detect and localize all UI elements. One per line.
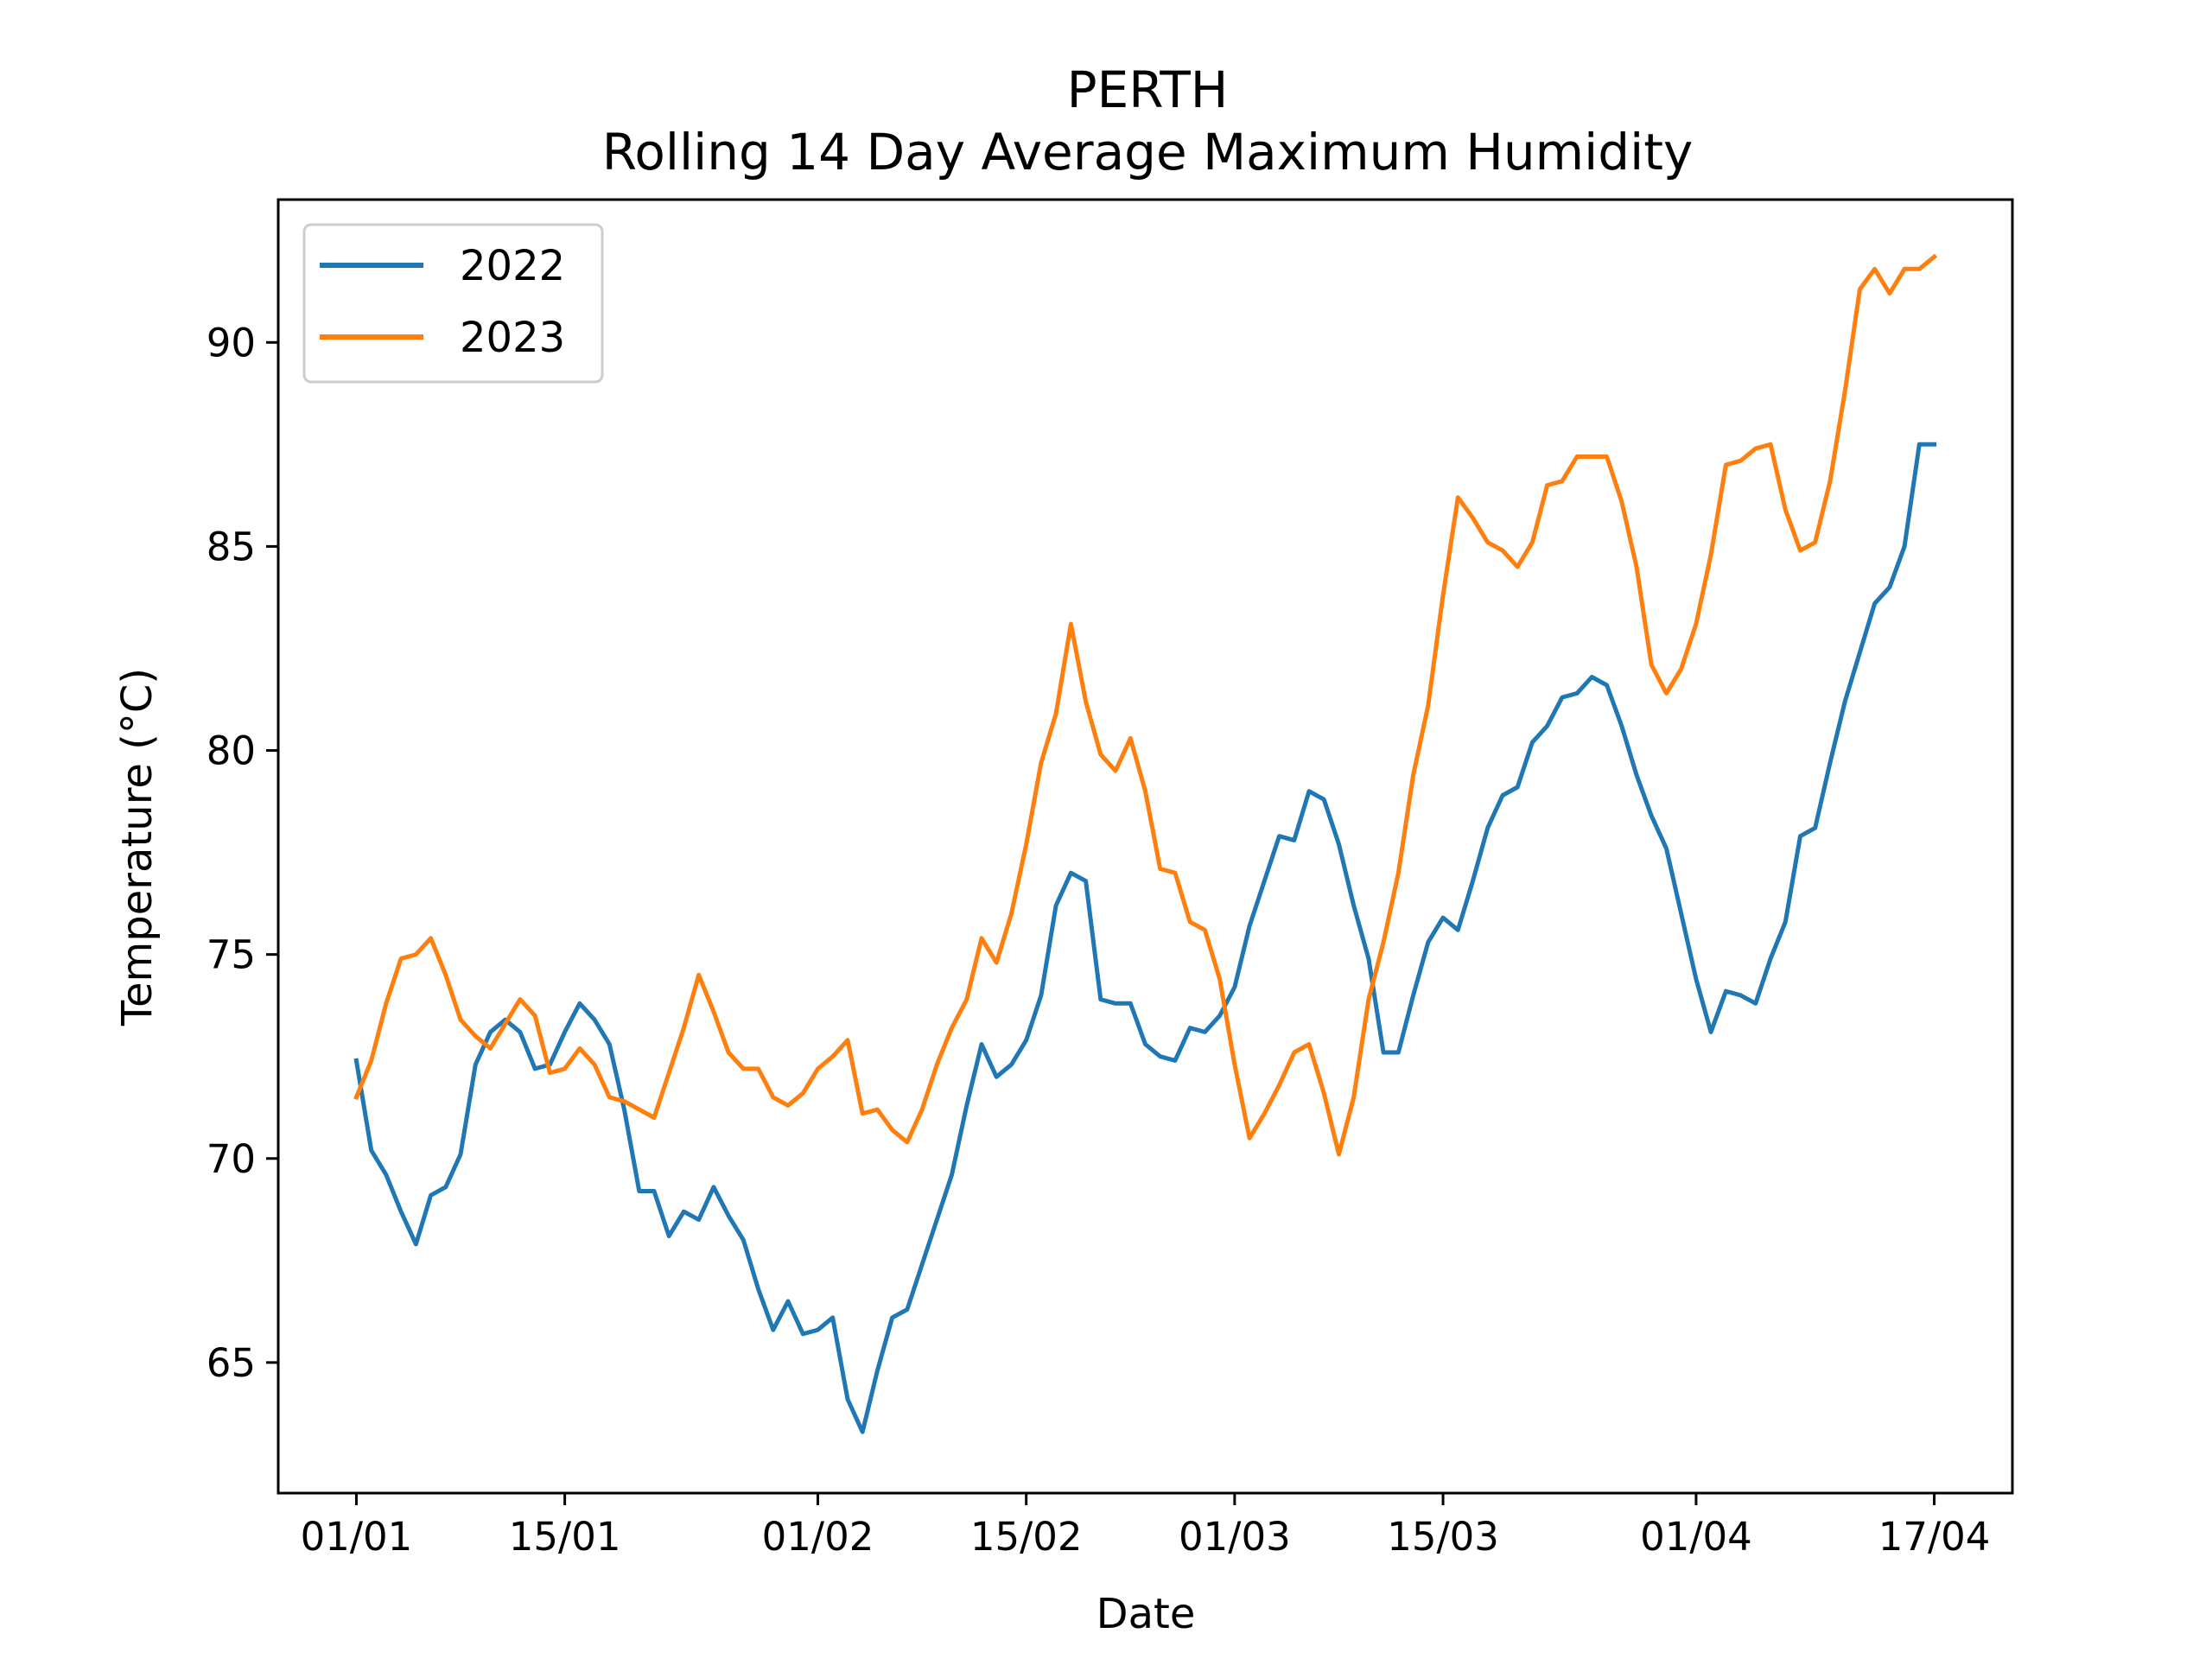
legend: 2022 2023 xyxy=(302,223,604,384)
chart-title: PERTH xyxy=(1067,60,1229,119)
y-tick-label: 65 xyxy=(207,1340,256,1386)
series-layer xyxy=(353,253,1938,1434)
y-tick-label: 90 xyxy=(207,320,256,365)
x-tick-label: 15/01 xyxy=(509,1514,621,1560)
y-tick-label: 70 xyxy=(207,1136,256,1182)
x-tick-label: 01/01 xyxy=(301,1514,413,1560)
x-tick-label: 15/03 xyxy=(1387,1514,1499,1560)
x-axis-label: Date xyxy=(1096,1590,1196,1638)
legend-label-2023: 2023 xyxy=(460,314,565,362)
y-tick-label: 80 xyxy=(207,728,256,774)
y-tick-label: 75 xyxy=(207,932,256,978)
x-tick-label: 01/04 xyxy=(1640,1514,1752,1560)
legend-label-2022: 2022 xyxy=(460,242,565,290)
plot-frame xyxy=(276,198,2014,1495)
ticks-layer: 01/01 15/01 01/02 15/02 01/03 15/03 01/04 17/04… xyxy=(207,320,1991,1560)
y-axis-label: Temperature (°C) xyxy=(113,668,162,1027)
x-tick-label: 01/03 xyxy=(1179,1514,1291,1560)
x-tick-label: 15/02 xyxy=(970,1514,1083,1560)
x-tick-label: 17/04 xyxy=(1878,1514,1991,1560)
chart-subtitle: Rolling 14 Day Average Maximum Humidity xyxy=(602,123,1694,181)
series-line-2023 xyxy=(353,253,1938,1157)
y-tick-label: 85 xyxy=(207,524,256,569)
x-tick-label: 01/02 xyxy=(762,1514,874,1560)
series-line-2022 xyxy=(353,442,1937,1434)
